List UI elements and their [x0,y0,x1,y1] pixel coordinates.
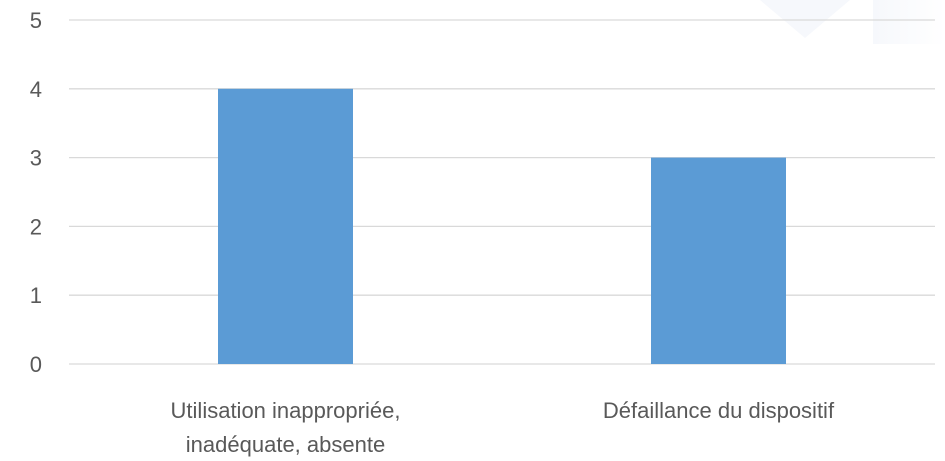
gridlines [69,19,935,365]
y-tick-label: 0 [30,352,42,377]
bars [218,88,786,365]
y-tick-label: 3 [30,146,42,171]
x-category-label: Défaillance du dispositif [603,398,835,423]
y-tick-label: 1 [30,283,42,308]
y-tick-label: 4 [30,77,42,102]
bar-1 [651,157,786,364]
bar-0 [218,88,353,365]
y-tick-label: 5 [30,8,42,33]
x-axis-category-labels: Utilisation inappropriée, inadéquate, abs… [171,398,835,457]
y-tick-label: 2 [30,214,42,239]
x-category-label: inadéquate, absente [186,432,385,457]
y-axis-tick-labels: 0 1 2 3 4 5 [30,8,42,377]
x-category-label: Utilisation inappropriée, [171,398,401,423]
background-watermark [760,0,945,44]
